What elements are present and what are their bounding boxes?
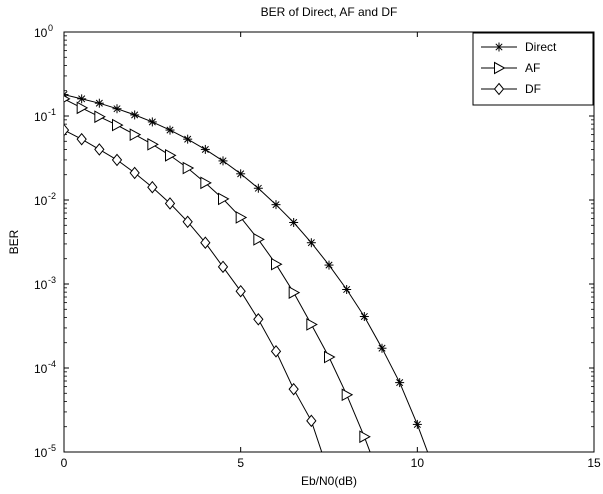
legend-marker-df — [493, 82, 505, 96]
data-point-df — [270, 345, 282, 358]
data-point-direct — [324, 260, 334, 270]
data-point-af — [271, 257, 283, 271]
data-point-af — [94, 110, 106, 124]
data-point-direct — [165, 125, 175, 135]
data-point-df — [182, 215, 193, 229]
data-point-direct — [289, 217, 299, 227]
data-point-af — [288, 286, 301, 299]
y-tick-exponent: -4 — [48, 359, 56, 369]
data-point-df — [76, 132, 87, 146]
legend-label: Direct — [525, 40, 557, 54]
y-tick-base: 10 — [34, 26, 48, 40]
series-line-direct — [64, 94, 429, 452]
data-point-direct — [342, 285, 352, 295]
data-point-direct — [147, 117, 157, 127]
data-point-direct — [236, 169, 246, 179]
legend-box — [472, 32, 594, 106]
data-point-df — [306, 414, 317, 428]
legend-label: AF — [525, 61, 540, 75]
data-point-af — [324, 350, 336, 364]
data-point-direct — [253, 183, 263, 193]
y-tick-base: 10 — [34, 362, 48, 376]
data-point-df — [235, 284, 246, 298]
legend-item-df: DF — [481, 82, 541, 96]
data-point-af — [341, 388, 354, 402]
data-point-df — [111, 153, 123, 167]
legend-item-af: AF — [481, 61, 540, 75]
y-tick-base: 10 — [34, 194, 48, 208]
data-point-direct — [377, 343, 387, 353]
data-point-af — [200, 176, 212, 190]
data-point-direct — [130, 110, 140, 120]
data-point-af — [112, 118, 124, 132]
data-point-af — [76, 101, 89, 115]
data-point-af — [64, 95, 71, 103]
series-lines — [64, 90, 429, 452]
y-tick-label: 10 -3 — [34, 275, 56, 292]
data-point-af — [165, 149, 177, 162]
data-point-df — [253, 313, 264, 326]
series-df — [64, 123, 323, 452]
y-axis-label: BER — [7, 229, 21, 254]
data-point-df — [94, 143, 105, 156]
data-point-direct — [412, 419, 422, 429]
y-tick-exponent: -3 — [48, 275, 56, 285]
series-af — [64, 95, 371, 452]
y-tick-exponent: 0 — [48, 23, 53, 33]
data-point-direct — [271, 200, 281, 210]
data-point-direct — [183, 134, 193, 144]
data-point-df — [164, 197, 176, 210]
legend-label: DF — [525, 82, 541, 96]
data-point-af — [359, 430, 371, 444]
data-point-df — [129, 166, 140, 180]
y-tick-exponent: -5 — [48, 443, 56, 453]
data-point-df — [200, 236, 211, 250]
data-point-direct — [218, 156, 228, 166]
series-line-df — [64, 129, 323, 452]
y-tick-label: 10 -2 — [34, 191, 56, 208]
data-point-af — [253, 233, 265, 246]
series-direct — [64, 90, 429, 452]
data-point-af — [218, 192, 230, 206]
chart-title: BER of Direct, AF and DF — [261, 5, 398, 19]
data-point-df — [147, 180, 158, 194]
data-point-af — [129, 128, 142, 141]
legend: Direct AF DF — [472, 32, 594, 106]
data-point-af — [182, 161, 195, 175]
legend-item-direct: Direct — [481, 40, 557, 54]
y-tick-label: 10 -4 — [34, 359, 56, 376]
y-tick-base: 10 — [34, 110, 48, 124]
legend-marker-af — [494, 61, 506, 75]
data-point-df — [64, 123, 70, 137]
data-point-direct — [359, 312, 369, 322]
y-tick-label: 10 0 — [34, 23, 53, 40]
data-point-af — [235, 211, 248, 224]
data-point-df — [217, 260, 229, 274]
y-tick-base: 10 — [34, 278, 48, 292]
x-tick-label: 10 — [411, 456, 425, 470]
data-point-af — [306, 318, 318, 331]
x-tick-label: 15 — [587, 456, 601, 470]
data-point-direct — [306, 238, 316, 248]
data-point-direct — [77, 94, 87, 104]
y-tick-exponent: -2 — [48, 191, 56, 201]
data-point-direct — [200, 144, 210, 154]
y-tick-base: 10 — [34, 446, 48, 460]
y-tick-exponent: -1 — [48, 107, 56, 117]
data-point-af — [147, 137, 159, 151]
data-point-direct — [112, 104, 122, 114]
y-tick-label: 10 -5 — [34, 443, 56, 460]
legend-marker-direct — [494, 42, 504, 52]
data-point-direct — [94, 98, 104, 108]
x-tick-label: 0 — [61, 456, 68, 470]
y-tick-label: 10 -1 — [34, 107, 56, 124]
x-tick-label: 5 — [237, 456, 244, 470]
data-point-direct — [395, 378, 405, 388]
data-point-df — [288, 382, 299, 396]
x-axis-label: Eb/N0(dB) — [301, 474, 357, 488]
